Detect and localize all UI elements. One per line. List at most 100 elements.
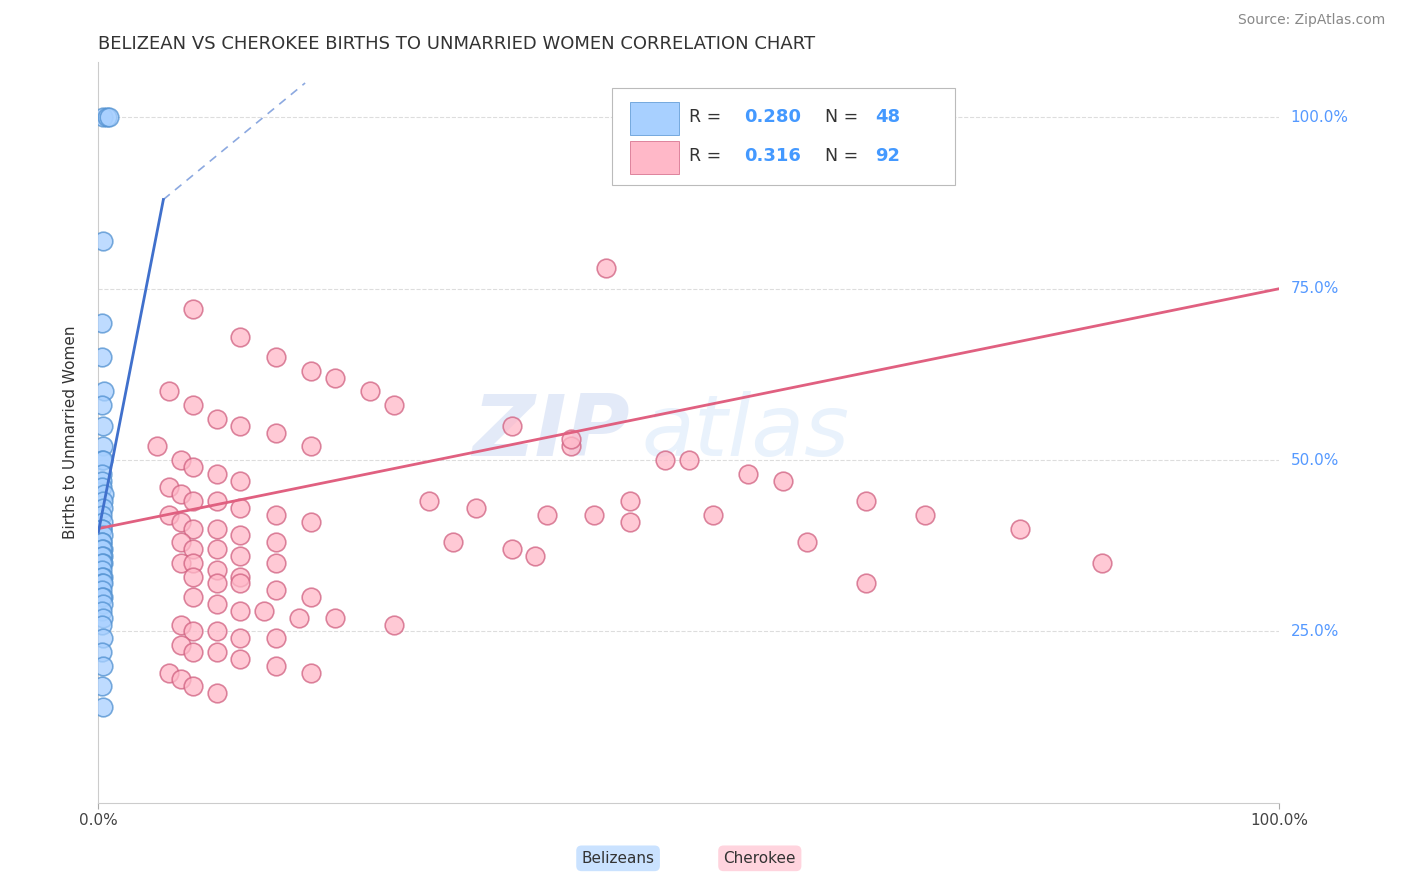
Point [98,110,121,124]
Point [170,673,193,687]
Point [465,501,488,516]
Point [91,494,114,508]
Point [205,542,228,557]
Point [91,556,114,570]
Point [91,590,114,604]
Point [181,494,204,508]
Point [229,418,252,433]
Point [654,453,676,467]
Point [157,665,180,680]
Point [91,610,114,624]
Point [91,632,114,646]
Point [229,652,252,666]
Point [91,508,114,522]
Text: 92: 92 [876,147,901,165]
Point [181,645,204,659]
Point [170,453,193,467]
Point [157,384,180,399]
Point [264,632,287,646]
Text: Source: ZipAtlas.com: Source: ZipAtlas.com [1237,13,1385,28]
Point [91,549,114,563]
Point [157,508,180,522]
FancyBboxPatch shape [630,141,679,174]
Point [91,535,114,549]
Point [796,535,818,549]
Point [264,556,287,570]
Point [91,418,114,433]
Point [299,515,322,529]
Y-axis label: Births to Unmarried Women: Births to Unmarried Women [63,326,77,540]
Point [264,508,287,522]
Text: Belizeans: Belizeans [582,851,655,866]
Text: atlas: atlas [641,391,849,475]
Point [91,474,114,488]
Point [536,508,558,522]
Point [91,604,114,618]
Text: 0.316: 0.316 [744,147,801,165]
Point [91,501,114,516]
Point [205,645,228,659]
Point [91,542,114,557]
Point [441,535,464,549]
Point [772,474,794,488]
Text: ZIP: ZIP [472,391,630,475]
Point [205,576,228,591]
Point [91,542,114,557]
Point [91,515,114,529]
Point [229,501,252,516]
Point [91,699,114,714]
Point [323,371,346,385]
Point [91,234,114,248]
Point [205,412,228,426]
Point [264,425,287,440]
Point [205,597,228,611]
Point [91,398,114,412]
Point [229,329,252,343]
Text: BELIZEAN VS CHEROKEE BIRTHS TO UNMARRIED WOMEN CORRELATION CHART: BELIZEAN VS CHEROKEE BIRTHS TO UNMARRIED… [98,35,815,53]
Point [170,556,193,570]
Point [91,453,114,467]
Point [619,494,641,508]
Point [91,569,114,583]
Point [91,569,114,583]
Text: N =: N = [825,147,863,165]
Point [96,110,118,124]
Text: 50.0%: 50.0% [1291,452,1339,467]
Point [91,679,114,693]
Point [323,610,346,624]
Text: 48: 48 [876,108,901,126]
Point [501,542,523,557]
Point [264,658,287,673]
Point [264,583,287,598]
Point [93,384,115,399]
Point [91,556,114,570]
Point [229,604,252,618]
Point [914,508,936,522]
Point [91,350,114,364]
Point [91,316,114,330]
Point [170,535,193,549]
Point [91,597,114,611]
Point [91,439,114,453]
Point [205,686,228,700]
Point [91,480,114,494]
Point [418,494,440,508]
Point [855,576,877,591]
Point [205,467,228,481]
Point [91,453,114,467]
Point [1091,556,1114,570]
Point [181,542,204,557]
Point [91,576,114,591]
Point [91,522,114,536]
Point [91,590,114,604]
Point [678,453,700,467]
Point [170,515,193,529]
Text: 0.280: 0.280 [744,108,801,126]
Point [229,474,252,488]
Point [229,528,252,542]
Point [181,569,204,583]
Point [205,494,228,508]
Point [299,665,322,680]
Point [1008,522,1031,536]
Point [91,645,114,659]
